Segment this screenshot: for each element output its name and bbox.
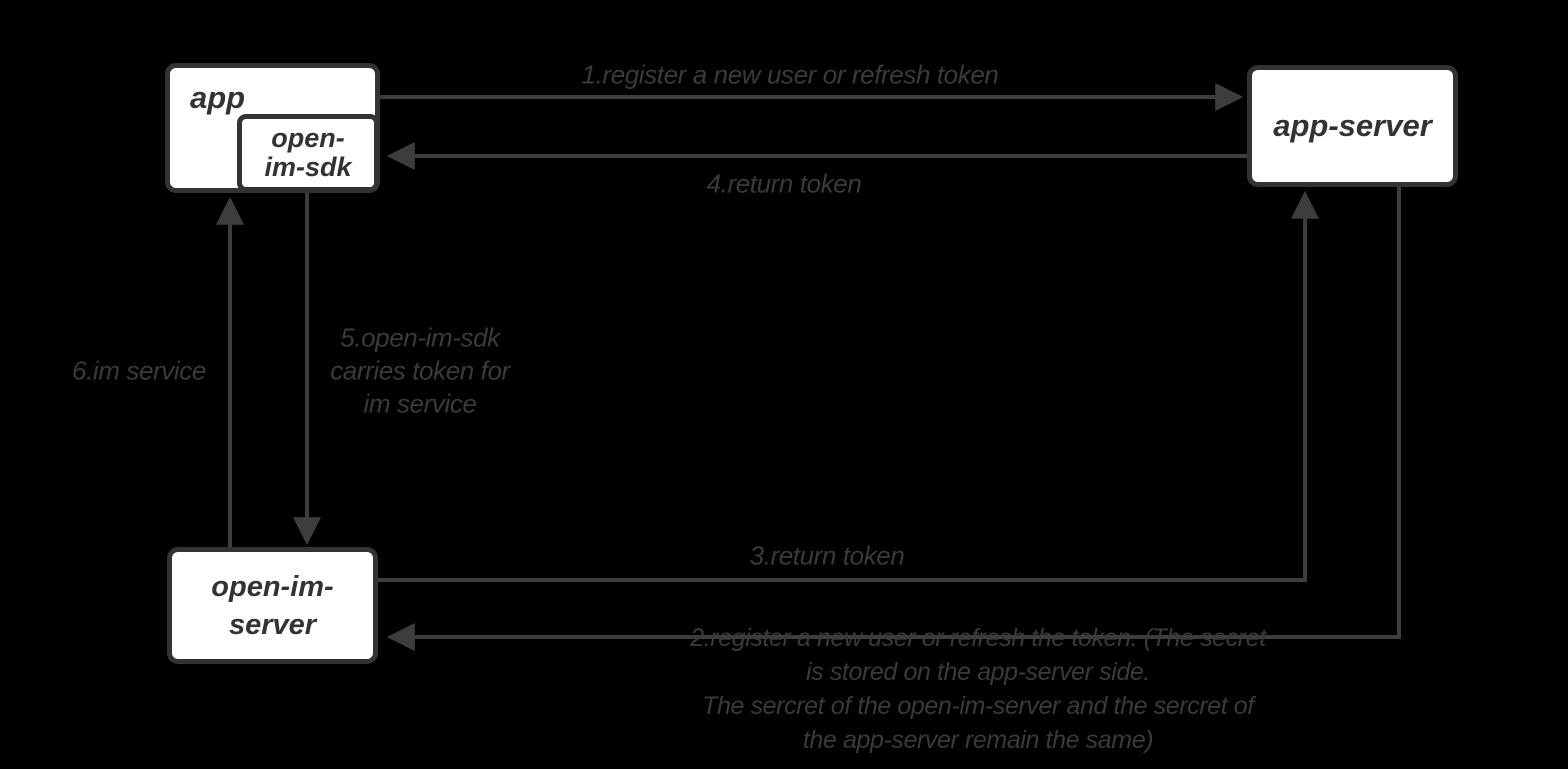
- node-open-im-server: open-im- server: [167, 547, 378, 664]
- edge-3-return-token-line: [377, 190, 1319, 582]
- edge-4-return-token-label: 4.return token: [706, 168, 862, 199]
- edge-1-register-label: 1.register a new user or refresh token: [581, 59, 999, 90]
- node-open-im-sdk: open- im-sdk: [237, 114, 379, 192]
- edge-3-return-token-label: 3.return token: [749, 540, 905, 571]
- node-app-server-label: app-server: [1273, 108, 1432, 143]
- edge-2-register-forward-line: [386, 187, 1401, 651]
- node-open-im-server-label: open-im- server: [211, 570, 334, 641]
- node-app-label: app: [190, 80, 246, 115]
- node-app-server: app-server: [1247, 65, 1458, 187]
- edge-6-im-service-label: 6.im service: [72, 355, 206, 386]
- edge-5-sdk-carries-token-label: 5.open-im-sdk carries token for im servi…: [330, 322, 510, 419]
- edge-2-register-forward-label: 2.register a new user or refresh the tok…: [690, 624, 1266, 754]
- node-open-im-sdk-label: open- im-sdk: [264, 123, 352, 182]
